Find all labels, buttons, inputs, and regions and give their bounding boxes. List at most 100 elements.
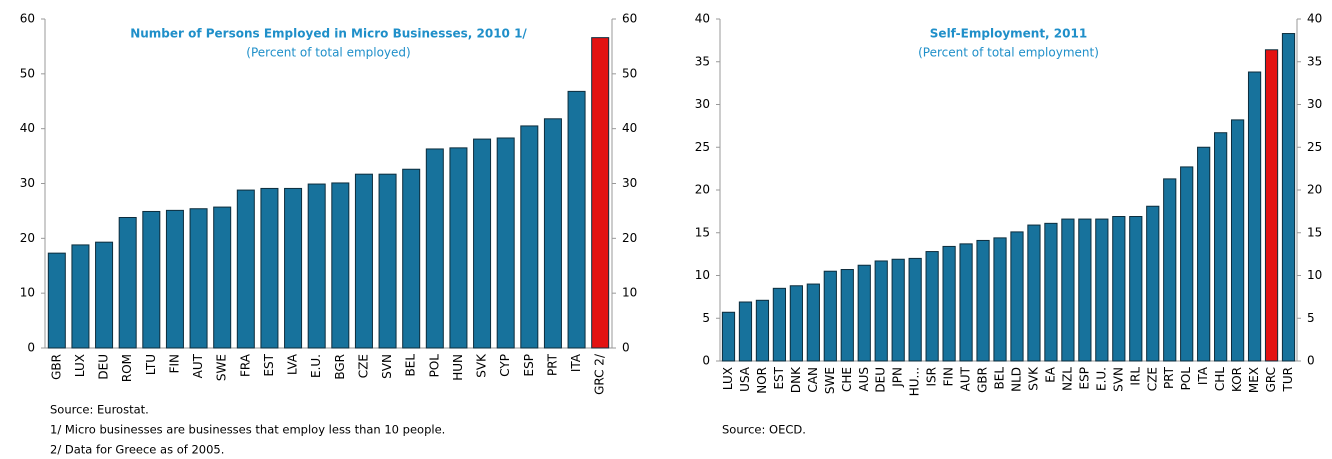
- x-tick-label: SVN: [380, 354, 394, 379]
- x-tick-label: EST: [262, 353, 276, 376]
- bar: [925, 251, 939, 362]
- bar: [213, 206, 232, 349]
- bar: [520, 125, 539, 349]
- bar: [449, 147, 468, 349]
- y-tick-label: 5: [702, 311, 710, 325]
- x-tick-label: ESP: [522, 354, 536, 376]
- bar: [165, 209, 184, 349]
- x-tick-label: HU...: [908, 367, 922, 396]
- bar: [738, 301, 753, 362]
- bar: [1078, 218, 1092, 362]
- x-tick-label: LTU: [144, 354, 158, 375]
- x-tick-label: ISR: [925, 367, 939, 387]
- x-tick-label: E.U.: [1094, 367, 1108, 391]
- y-tick-label: 40: [20, 121, 35, 135]
- x-tick-label: POL: [1179, 367, 1193, 391]
- x-tick-label: SWE: [215, 354, 229, 381]
- x-tick-label: FIN: [942, 367, 956, 386]
- bar: [959, 243, 973, 362]
- bar: [1180, 166, 1194, 362]
- y-tick-label: 50: [20, 66, 35, 80]
- y2-tick-label: 40: [622, 121, 637, 135]
- x-tick-label: AUT: [959, 366, 973, 391]
- x-tick-label: AUT: [191, 353, 205, 378]
- y-tick-label: 60: [20, 12, 35, 26]
- bar: [47, 252, 66, 349]
- x-tick-label: ITA: [1196, 366, 1210, 385]
- bar: [721, 311, 736, 362]
- bar: [118, 216, 137, 349]
- y-tick-label: 0: [27, 341, 35, 355]
- x-tick-label: CZE: [356, 354, 370, 378]
- note: 2/ Data for Greece as of 2005.: [50, 443, 224, 457]
- bar: [857, 264, 871, 362]
- x-tick-label: EA: [1043, 366, 1057, 383]
- x-tick-label: CAN: [806, 367, 820, 393]
- x-tick-label: SVK: [1026, 366, 1040, 391]
- x-tick-label: DEU: [874, 367, 888, 393]
- bar: [993, 237, 1007, 362]
- bar: [976, 239, 990, 362]
- x-tick-label: NLD: [1009, 367, 1023, 392]
- x-tick-label: PRT: [545, 353, 559, 376]
- y2-tick-label: 30: [1307, 97, 1322, 111]
- x-tick-label: USA: [738, 366, 752, 392]
- bar: [1112, 216, 1126, 362]
- y-tick-label: 10: [20, 286, 35, 300]
- bar: [473, 138, 492, 349]
- bar: [1010, 231, 1024, 362]
- y2-tick-label: 5: [1307, 311, 1315, 325]
- x-tick-label: ESP: [1077, 367, 1091, 389]
- bar: [1146, 205, 1160, 362]
- x-tick-label: LVA: [286, 353, 300, 375]
- bar: [496, 137, 515, 349]
- bar: [354, 173, 373, 349]
- bar: [260, 187, 279, 349]
- y-tick-label: 40: [695, 12, 710, 26]
- x-tick-label: BGR: [333, 354, 347, 380]
- y-tick-label: 20: [20, 231, 35, 245]
- x-tick-label: SVN: [1111, 367, 1125, 392]
- note: Source: Eurostat.: [50, 403, 149, 417]
- bar: [1230, 119, 1245, 362]
- x-tick-label: PRT: [1162, 366, 1176, 389]
- y-tick-label: 35: [695, 54, 710, 68]
- x-tick-label: LUX: [73, 354, 87, 377]
- bar: [307, 183, 326, 349]
- x-tick-label: HUN: [451, 354, 465, 381]
- bar: [806, 283, 820, 362]
- y-tick-label: 20: [695, 183, 710, 197]
- y-tick-label: 25: [695, 140, 710, 154]
- x-tick-label: FIN: [167, 354, 181, 373]
- chart-title: Self-Employment, 2011: [930, 27, 1087, 41]
- y2-tick-label: 20: [622, 231, 637, 245]
- y-tick-label: 30: [20, 176, 35, 190]
- x-tick-label: ITA: [569, 353, 583, 372]
- bar: [1044, 222, 1058, 362]
- bar: [543, 118, 562, 349]
- y2-tick-label: 60: [622, 12, 637, 26]
- x-tick-label: CYP: [498, 354, 512, 377]
- bar: [1214, 132, 1228, 362]
- y2-tick-label: 25: [1307, 140, 1322, 154]
- bar: [823, 270, 837, 362]
- x-tick-label: SVK: [475, 353, 489, 378]
- x-tick-label: BEL: [404, 354, 418, 377]
- bar: [1163, 178, 1177, 362]
- x-tick-label: CHE: [840, 367, 854, 392]
- y-tick-label: 10: [695, 268, 710, 282]
- bar: [891, 258, 905, 362]
- bar: [789, 285, 803, 362]
- y2-tick-label: 40: [1307, 12, 1322, 26]
- bar: [331, 182, 350, 349]
- y-tick-label: 30: [695, 97, 710, 111]
- bar: [1061, 218, 1075, 362]
- y2-tick-label: 10: [1307, 268, 1322, 282]
- y2-tick-label: 50: [622, 66, 637, 80]
- x-tick-label: E.U.: [309, 354, 323, 378]
- bar: [425, 148, 444, 349]
- chart-subtitle: (Percent of total employment): [918, 46, 1099, 60]
- note: 1/ Micro businesses are businesses that …: [50, 423, 445, 437]
- x-tick-label: DNK: [789, 366, 803, 393]
- bar: [1129, 216, 1143, 362]
